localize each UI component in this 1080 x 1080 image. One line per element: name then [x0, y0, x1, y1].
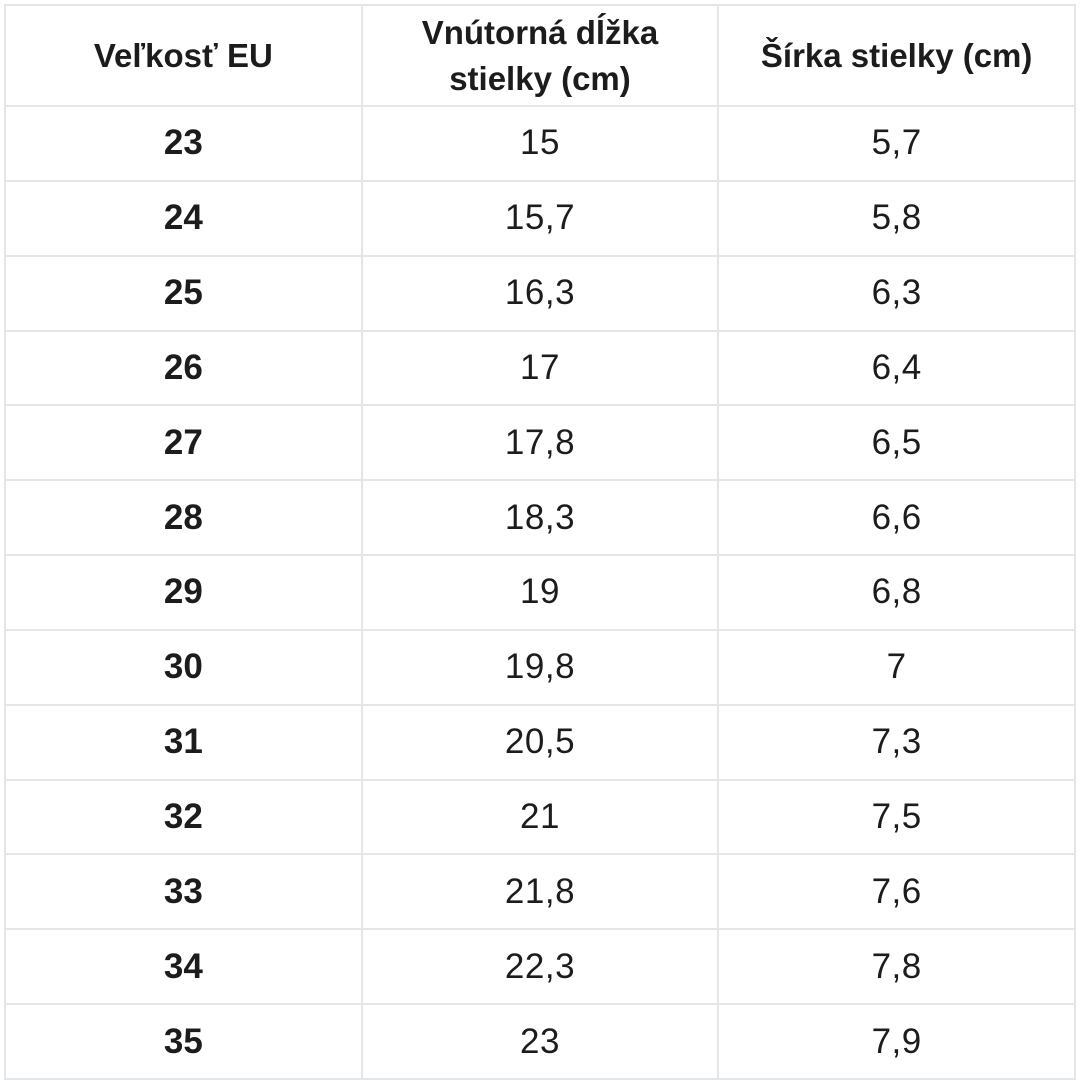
- size-eu-cell: 33: [4, 853, 363, 931]
- insole-width-cell: 7: [717, 628, 1076, 706]
- size-eu-cell: 28: [4, 479, 363, 557]
- insole-width-cell: 7,5: [717, 778, 1076, 856]
- size-eu-cell: 29: [4, 554, 363, 631]
- insole-length-cell: 15,7: [360, 179, 720, 257]
- table-header: Veľkosť EU Vnútorná dĺžka stielky (cm) Š…: [4, 4, 1076, 107]
- insole-length-cell: 19: [360, 554, 720, 631]
- table-row: 29 19 6,8: [4, 554, 1076, 631]
- table-row: 31 20,5 7,3: [4, 703, 1076, 781]
- size-eu-cell: 26: [4, 329, 363, 407]
- size-eu-cell: 25: [4, 254, 363, 332]
- size-eu-cell: 31: [4, 703, 363, 781]
- insole-length-cell: 17,8: [360, 404, 720, 482]
- table-row: 24 15,7 5,8: [4, 179, 1076, 257]
- header-size-eu: Veľkosť EU: [4, 4, 363, 107]
- insole-length-cell: 15: [360, 105, 720, 182]
- table-row: 28 18,3 6,6: [4, 479, 1076, 557]
- table-row: 25 16,3 6,3: [4, 254, 1076, 332]
- insole-width-cell: 7,6: [717, 853, 1076, 931]
- table-row: 27 17,8 6,5: [4, 404, 1076, 482]
- insole-length-cell: 21,8: [360, 853, 720, 931]
- insole-length-cell: 18,3: [360, 479, 720, 557]
- header-insole-length: Vnútorná dĺžka stielky (cm): [360, 4, 720, 107]
- table-row: 33 21,8 7,6: [4, 853, 1076, 931]
- table-row: 32 21 7,5: [4, 778, 1076, 856]
- insole-width-cell: 7,3: [717, 703, 1076, 781]
- insole-width-cell: 7,9: [717, 1003, 1076, 1080]
- insole-length-cell: 17: [360, 329, 720, 407]
- table-header-row: Veľkosť EU Vnútorná dĺžka stielky (cm) Š…: [4, 4, 1076, 107]
- insole-length-cell: 23: [360, 1003, 720, 1080]
- insole-length-cell: 21: [360, 778, 720, 856]
- insole-length-cell: 16,3: [360, 254, 720, 332]
- insole-width-cell: 6,5: [717, 404, 1076, 482]
- size-eu-cell: 35: [4, 1003, 363, 1080]
- insole-length-cell: 22,3: [360, 928, 720, 1006]
- size-eu-cell: 24: [4, 179, 363, 257]
- size-eu-cell: 27: [4, 404, 363, 482]
- insole-length-cell: 19,8: [360, 628, 720, 706]
- table-row: 26 17 6,4: [4, 329, 1076, 407]
- insole-width-cell: 6,8: [717, 554, 1076, 631]
- table-row: 35 23 7,9: [4, 1003, 1076, 1080]
- size-eu-cell: 23: [4, 105, 363, 182]
- table-body: 23 15 5,7 24 15,7 5,8 25 16,3 6,3 26 17 6,4 27 17,8 6,…: [4, 105, 1076, 1080]
- size-eu-cell: 32: [4, 778, 363, 856]
- insole-width-cell: 5,8: [717, 179, 1076, 257]
- insole-width-cell: 6,4: [717, 329, 1076, 407]
- table-row: 23 15 5,7: [4, 105, 1076, 182]
- table-row: 34 22,3 7,8: [4, 928, 1076, 1006]
- insole-width-cell: 6,6: [717, 479, 1076, 557]
- insole-width-cell: 7,8: [717, 928, 1076, 1006]
- table-row: 30 19,8 7: [4, 628, 1076, 706]
- size-eu-cell: 34: [4, 928, 363, 1006]
- size-eu-cell: 30: [4, 628, 363, 706]
- shoe-size-table: Veľkosť EU Vnútorná dĺžka stielky (cm) Š…: [4, 4, 1076, 1080]
- insole-width-cell: 6,3: [717, 254, 1076, 332]
- insole-width-cell: 5,7: [717, 105, 1076, 182]
- insole-length-cell: 20,5: [360, 703, 720, 781]
- header-insole-width: Šírka stielky (cm): [717, 4, 1076, 107]
